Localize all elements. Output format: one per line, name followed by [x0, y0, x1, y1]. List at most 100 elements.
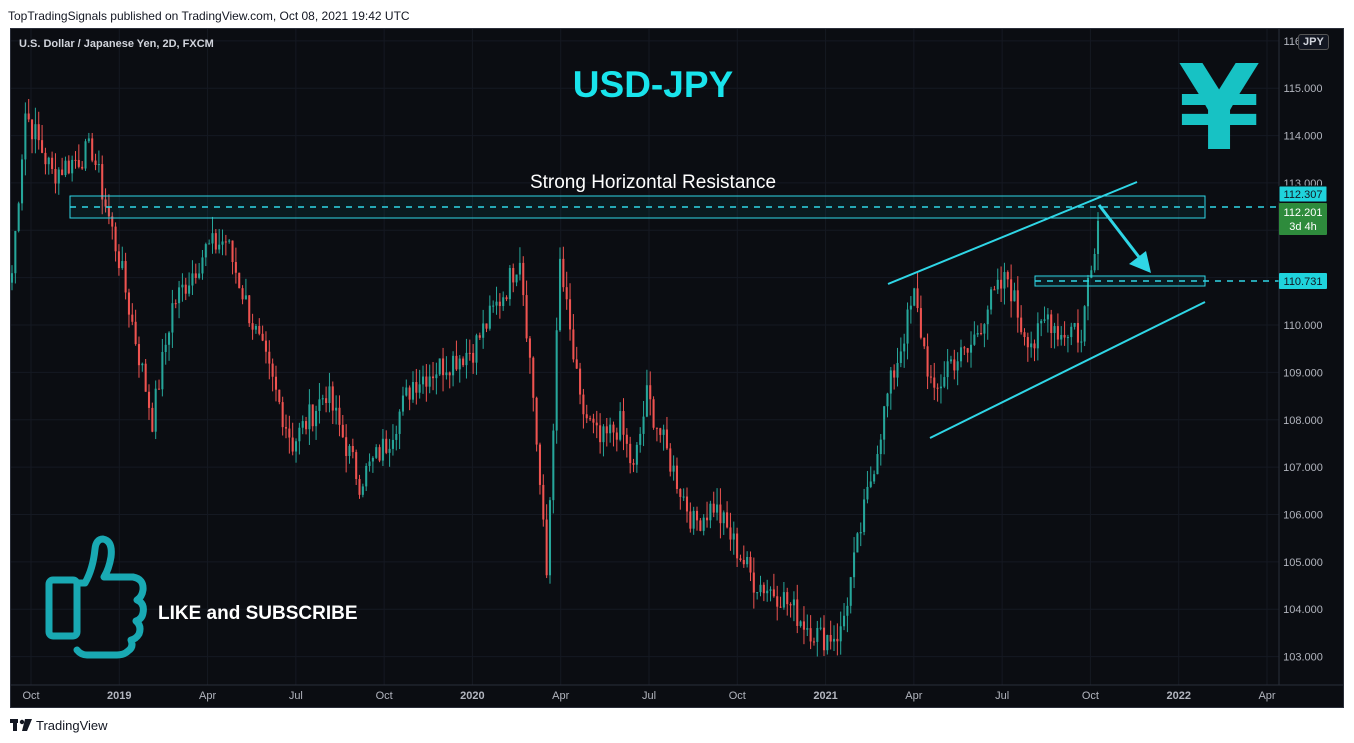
candle	[57, 167, 60, 195]
candle	[385, 430, 388, 455]
candle	[368, 453, 371, 472]
candle	[181, 273, 184, 302]
candle	[1073, 322, 1076, 330]
candle	[562, 246, 565, 292]
candle	[525, 280, 528, 342]
candle	[298, 422, 301, 455]
candle	[772, 573, 775, 598]
candle	[495, 286, 498, 315]
candle	[879, 433, 882, 466]
candle	[518, 247, 521, 281]
candle	[906, 302, 909, 360]
candle	[863, 488, 866, 536]
y-tick-label: 109.000	[1283, 367, 1323, 379]
candle	[391, 424, 394, 456]
candle	[923, 337, 926, 350]
candle	[959, 339, 963, 368]
candle	[508, 265, 511, 306]
candle	[398, 409, 401, 450]
x-tick-label: 2019	[107, 690, 131, 702]
candle	[178, 280, 181, 319]
candle	[726, 501, 729, 529]
candle	[655, 427, 658, 442]
candle	[599, 413, 602, 454]
candle	[338, 395, 341, 437]
candle	[214, 229, 217, 254]
candle	[552, 423, 555, 514]
candle	[1050, 309, 1053, 349]
candle	[458, 355, 461, 383]
candle	[685, 487, 689, 523]
candle	[936, 383, 939, 402]
y-tick-label: 107.000	[1283, 462, 1323, 474]
candle	[963, 345, 966, 356]
candle	[248, 295, 251, 327]
candle	[274, 365, 278, 402]
candle	[582, 388, 585, 429]
candle	[137, 336, 141, 378]
candle	[201, 250, 204, 280]
candle	[1056, 313, 1059, 347]
candle	[478, 332, 481, 340]
candle	[836, 623, 839, 656]
candle	[401, 386, 404, 416]
candle	[27, 99, 30, 123]
candle	[81, 161, 84, 170]
candle	[736, 527, 739, 568]
candle	[1096, 212, 1100, 271]
candle	[435, 362, 438, 395]
candle	[20, 154, 24, 211]
candle	[555, 317, 558, 444]
channel-lower-line[interactable]	[929, 301, 1206, 439]
candle	[695, 506, 699, 531]
candle	[71, 155, 74, 182]
channel-upper-line[interactable]	[887, 181, 1138, 285]
candle	[716, 488, 719, 521]
candle	[14, 230, 17, 284]
candle	[194, 263, 197, 284]
candle	[84, 138, 87, 171]
chart-frame[interactable]: Strong Horizontal Resistance USD-JPY ¥ L…	[10, 28, 1344, 708]
candle	[756, 592, 759, 600]
candle	[822, 615, 826, 657]
candle	[575, 346, 578, 370]
candle	[1003, 262, 1006, 305]
candle	[1000, 266, 1003, 302]
candle	[261, 325, 264, 342]
currency-badge[interactable]: JPY	[1298, 34, 1329, 50]
candle	[318, 383, 321, 424]
candle	[983, 323, 986, 348]
candle	[198, 263, 201, 280]
candle	[1040, 319, 1043, 337]
candle	[11, 265, 14, 291]
candle	[1066, 334, 1069, 353]
candle	[766, 579, 769, 602]
candle	[692, 506, 695, 535]
candle	[782, 581, 785, 610]
candle	[609, 417, 612, 443]
candle	[134, 309, 137, 346]
x-tick-label: Oct	[729, 690, 746, 702]
candle	[515, 274, 518, 287]
candle	[111, 212, 114, 240]
candle	[973, 321, 976, 346]
candle	[41, 124, 44, 154]
candle	[528, 335, 531, 374]
candle	[675, 457, 678, 494]
candle	[305, 416, 308, 435]
last-price: 112.201	[1284, 207, 1323, 219]
candle	[381, 429, 384, 467]
candle	[926, 333, 929, 390]
candle	[719, 488, 722, 539]
candle	[859, 522, 862, 547]
symbol-title[interactable]: U.S. Dollar / Japanese Yen, 2D, FXCM	[19, 38, 214, 50]
candle	[157, 379, 161, 390]
candle	[779, 596, 782, 608]
x-tick-label: Apr	[1258, 690, 1275, 702]
candle	[395, 425, 398, 451]
candle	[913, 287, 916, 307]
candle	[572, 314, 575, 363]
candle	[234, 247, 237, 284]
candle	[308, 389, 311, 445]
price-chart[interactable]: Strong Horizontal Resistance USD-JPY ¥ L…	[11, 29, 1344, 708]
